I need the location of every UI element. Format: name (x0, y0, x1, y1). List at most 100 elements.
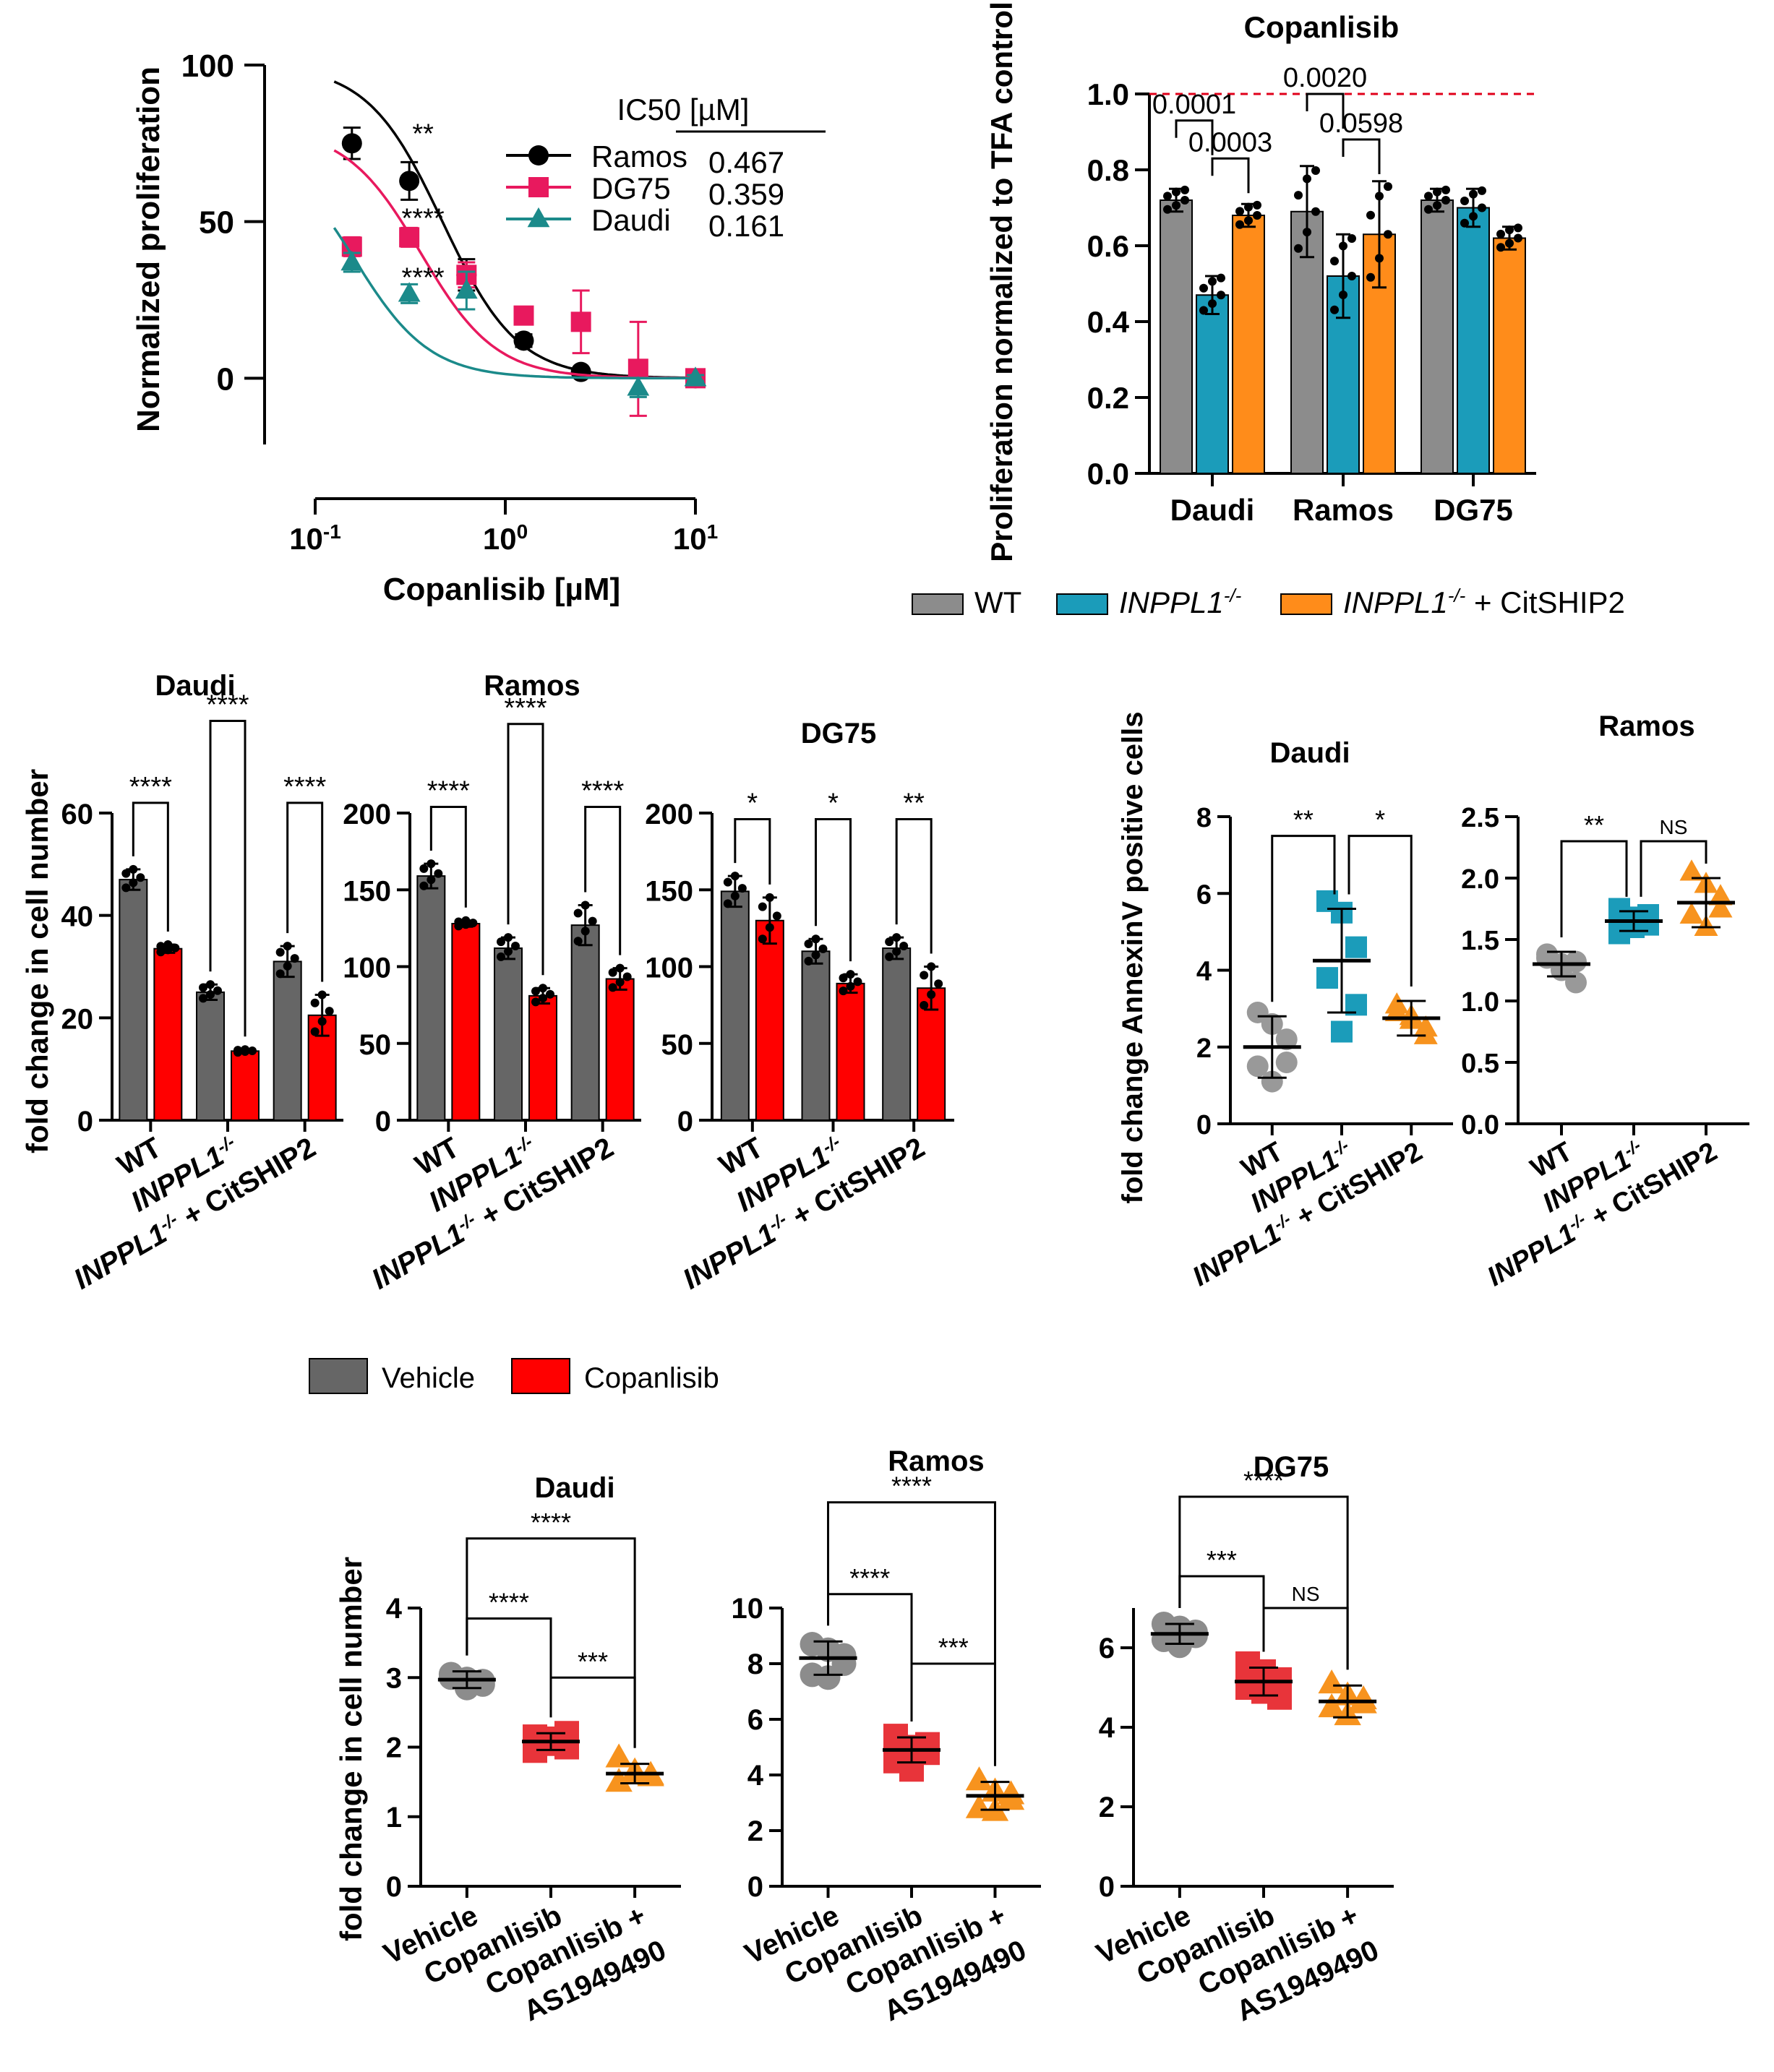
y-tick-label: 0.8 (1087, 153, 1129, 187)
bar-dot (1384, 230, 1392, 239)
data-point (1413, 1015, 1438, 1037)
bar-dot (608, 968, 617, 977)
as-panel-ramos: Ramos0246810VehicleCopanlisibCopanlisib … (732, 1445, 1041, 2027)
significance-bracket: * (1347, 805, 1413, 986)
legend-swatch (309, 1358, 368, 1394)
bar-dot (615, 977, 625, 986)
bar-dot (504, 947, 513, 956)
y-axis-title: Proliferation normalized to TFA control (985, 1, 1019, 562)
bar-dot (419, 864, 429, 873)
y-tick-label: 200 (645, 799, 693, 830)
data-point-ramos (513, 330, 534, 351)
bar-dot (1514, 233, 1522, 243)
significance-bracket: **** (827, 1471, 996, 1766)
data-point (1679, 902, 1704, 924)
y-tick-label: 150 (645, 875, 693, 907)
bar-dot (1424, 192, 1433, 201)
bar-dot (1294, 244, 1303, 253)
significance-bracket-line (507, 723, 544, 976)
bar-dot (206, 980, 215, 989)
data-point (1246, 1055, 1269, 1078)
p-value-bracket-label: 0.0003 (1188, 127, 1272, 158)
bar (1421, 199, 1454, 474)
x-tick-label: 101 (673, 520, 718, 556)
annexinv-scatter-charts: fold change AnnexinV positive cells Daudi… (1117, 710, 1749, 1292)
bar-dot (461, 916, 471, 925)
y-tick-label: 0 (1196, 1110, 1212, 1140)
bar-dot (283, 961, 292, 971)
significance-bracket-label: NS (1660, 816, 1688, 838)
y-tick-label: 0 (217, 361, 234, 397)
panel-title: Ramos (1598, 710, 1694, 742)
bar-dot (1244, 202, 1253, 212)
legend-swatch (1280, 593, 1332, 615)
panel-title: DG75 (801, 718, 877, 749)
data-point (1565, 971, 1587, 994)
bar-dot (1441, 185, 1450, 194)
y-tick-label: 10 (732, 1593, 764, 1625)
bar-dot (920, 1001, 929, 1010)
y-tick-label: 0.2 (1087, 381, 1129, 415)
annexin-panel-ramos: Ramos0.00.51.01.52.02.5WTINPPL1-/-INPPL1… (1461, 710, 1749, 1292)
bar-dot (811, 934, 820, 944)
bar-dot (885, 952, 894, 961)
bar-dot (1478, 186, 1486, 195)
panel-title: Ramos (484, 670, 580, 702)
bar-dot (1199, 283, 1208, 293)
y-tick-label: 0.5 (1461, 1049, 1499, 1079)
copanlisib-bar (153, 947, 183, 1122)
x-tick-exponent: 0 (517, 520, 528, 543)
significance-bracket-label: * (1375, 805, 1385, 835)
copanlisib-bar (451, 923, 481, 1121)
y-tick-label: 100 (645, 953, 693, 984)
bar-dot (325, 1007, 334, 1016)
bar-dot (171, 943, 180, 953)
data-point (915, 1732, 940, 1757)
legend-ic50-dg75: 0.359 (708, 177, 784, 211)
genotype-label-main: INPPL1 (1483, 1218, 1581, 1292)
bar-dot (927, 990, 936, 1000)
copanlisib-bar (528, 994, 557, 1121)
significance-bracket-line (286, 801, 324, 982)
bar-dot (615, 963, 625, 973)
significance-bracket-label: **** (489, 1587, 529, 1617)
data-point (831, 1643, 857, 1668)
bar-dot (419, 881, 429, 890)
bar-dot (248, 1046, 257, 1055)
copanlisib-bar (605, 978, 635, 1121)
y-tick-label: 60 (61, 799, 94, 830)
panel-title: Ramos (888, 1445, 984, 1477)
significance-bracket-label: **** (531, 1508, 571, 1537)
bar-dot (1244, 216, 1253, 225)
bar-dot (1235, 207, 1244, 216)
bar-dot (1303, 228, 1311, 237)
bar-dot (1253, 211, 1261, 220)
significance-bracket-line (1347, 835, 1413, 986)
data-point-daudi (627, 376, 650, 396)
p-value-bracket: 0.0003 (1188, 127, 1272, 194)
bar-dot (1311, 166, 1320, 176)
data-point-ramos (399, 171, 420, 192)
bar-dot (163, 940, 173, 950)
data-point-dg75 (399, 227, 420, 248)
data-point-daudi (455, 278, 478, 299)
bar-dot (497, 937, 505, 947)
data-point-dg75 (570, 311, 591, 332)
bar-dot (504, 933, 513, 942)
significance-bracket-line (827, 1501, 996, 1766)
bar-dot (730, 872, 740, 881)
data-point (1316, 967, 1338, 989)
y-tick-label: 6 (1196, 880, 1212, 910)
copanlisib-bar (231, 1050, 260, 1121)
bar-dot (1433, 201, 1441, 210)
bar-dot (1339, 290, 1347, 299)
y-tick-label: 2.5 (1461, 803, 1499, 833)
bar-dot (573, 937, 583, 946)
copanlisib-bar (755, 919, 784, 1121)
bar-dot (539, 984, 547, 993)
bar-dot (290, 954, 299, 963)
data-point (965, 1794, 993, 1818)
